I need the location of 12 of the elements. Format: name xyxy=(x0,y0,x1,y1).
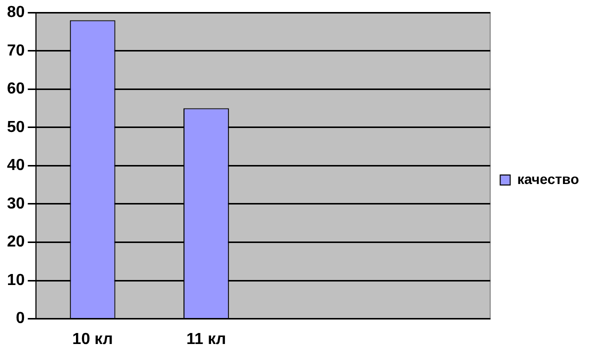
y-tick-label: 70 xyxy=(7,42,25,60)
x-tick-label: 11 кл xyxy=(186,330,226,348)
y-tick-label: 30 xyxy=(7,195,25,212)
y-tick-label: 10 xyxy=(7,272,25,289)
y-tick-label: 0 xyxy=(16,310,25,328)
y-tick-label: 20 xyxy=(7,234,25,251)
legend-label: качество xyxy=(517,170,580,187)
y-tick-label: 40 xyxy=(7,157,25,174)
y-tick-label: 80 xyxy=(7,4,25,22)
x-tick-label: 10 кл xyxy=(72,330,113,348)
y-tick-label: 50 xyxy=(7,118,25,136)
y-tick-label: 60 xyxy=(7,80,25,98)
